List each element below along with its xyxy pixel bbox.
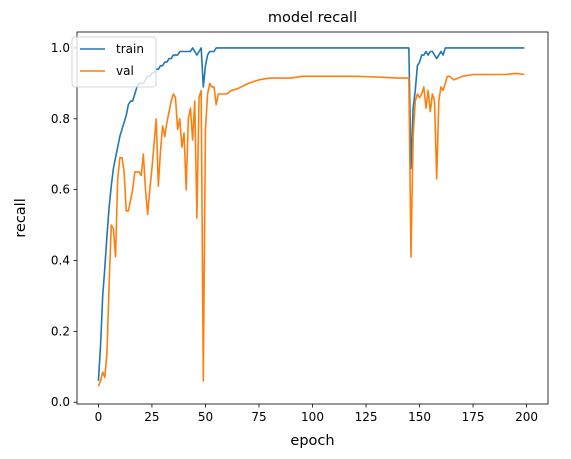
x-tick-label: 175 <box>462 410 485 424</box>
x-tick-label: 100 <box>301 410 324 424</box>
chart-title: model recall <box>268 10 357 26</box>
y-tick-label: 0.4 <box>51 254 70 268</box>
x-tick-label: 50 <box>198 410 213 424</box>
y-tick-label: 0.0 <box>51 395 70 409</box>
x-tick-label: 75 <box>251 410 266 424</box>
y-tick-label: 0.8 <box>51 112 70 126</box>
y-tick-label: 1.0 <box>51 41 70 55</box>
x-axis-label: epoch <box>290 433 334 449</box>
x-tick-label: 200 <box>515 410 538 424</box>
x-tick-label: 25 <box>144 410 159 424</box>
y-tick-label: 0.2 <box>51 324 70 338</box>
plot-lines <box>97 47 525 387</box>
plot-frame <box>76 31 549 405</box>
y-axis: 0.0 0.2 0.4 0.6 0.8 1.0 <box>51 41 77 409</box>
y-axis-label: recall <box>13 198 29 237</box>
series-line-train <box>97 47 525 382</box>
legend-label-val: val <box>116 64 134 78</box>
x-tick-label: 125 <box>355 410 378 424</box>
y-tick-label: 0.6 <box>51 183 70 197</box>
series-line-val <box>97 72 525 387</box>
legend-label-train: train <box>116 42 144 56</box>
x-axis: 0 25 50 75 100 125 150 175 200 <box>95 404 538 424</box>
x-tick-label: 0 <box>95 410 103 424</box>
legend: train val <box>71 36 157 88</box>
x-tick-label: 150 <box>408 410 431 424</box>
